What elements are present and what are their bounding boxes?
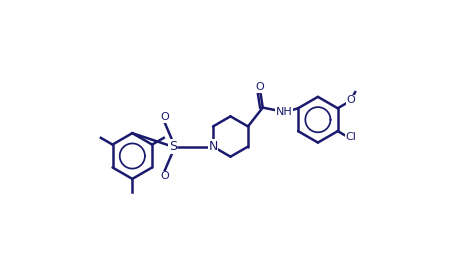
- Text: O: O: [256, 82, 265, 93]
- Text: S: S: [169, 140, 177, 153]
- Text: N: N: [208, 140, 218, 153]
- Text: Cl: Cl: [345, 132, 356, 142]
- Text: O: O: [347, 95, 355, 105]
- Text: O: O: [160, 171, 169, 181]
- Text: NH: NH: [276, 107, 293, 117]
- Text: N: N: [208, 140, 218, 153]
- Text: O: O: [160, 112, 169, 122]
